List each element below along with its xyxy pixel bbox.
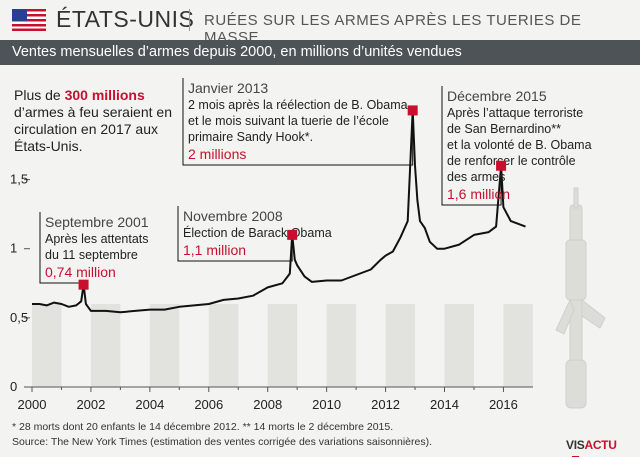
intro-highlight: 300 millions (64, 87, 145, 103)
y-tick-label: 0 (10, 379, 17, 394)
intro-after: d’armes à feu seraient en circulation en… (14, 104, 172, 154)
event-description: de San Bernardino** (447, 122, 561, 136)
event-description: et le mois suivant la tuerie de l’école (188, 114, 389, 128)
event-description: 2 mois après la réélection de B. Obama (188, 98, 408, 112)
x-tick-label: 2002 (76, 397, 105, 412)
event-annotation: Décembre 2015 Après l’attaque terroriste d… (441, 86, 592, 206)
footnote: * 28 morts dont 20 enfants le 14 décembr… (12, 421, 394, 433)
year-stripe (32, 304, 62, 387)
event-description: des armes (447, 170, 505, 184)
event-description: Après l’attaque terroriste (447, 106, 583, 120)
x-tick-label: 2012 (371, 397, 400, 412)
event-value: 1,1 million (183, 242, 246, 258)
rifle-icon (555, 187, 606, 409)
logo-text: VISACTU (566, 438, 617, 452)
event-marker (407, 105, 418, 116)
us-flag-icon (12, 9, 46, 31)
year-stripe (267, 304, 298, 387)
year-stripe (149, 304, 180, 387)
x-tick-label: 2008 (253, 397, 282, 412)
event-description: du 11 septembre (45, 248, 138, 262)
x-axis: 2000 2002 2004 2006 2008 2010 2012 2014 2016 (18, 386, 533, 412)
event-annotation: Janvier 2013 2 mois après la réélection d… (182, 78, 418, 166)
intro-text: Plus de 300 millions d’armes à feu serai… (14, 87, 184, 155)
subtitle-bar: Ventes mensuelles d’armes depuis 2000, e… (0, 40, 640, 65)
visactu-logo: VISACTU (566, 436, 632, 457)
sales-line (32, 109, 526, 314)
event-description: Après les attentats (45, 232, 149, 246)
event-marker (78, 279, 89, 290)
x-tick-label: 2006 (194, 397, 223, 412)
line-chart: 2000 2002 2004 2006 2008 2010 2012 2014 2016 0 0,… (10, 78, 606, 412)
x-tick-label: 2004 (135, 397, 164, 412)
x-tick-label: 2014 (430, 397, 459, 412)
event-description: et la volonté de B. Obama (447, 138, 592, 152)
event-date: Novembre 2008 (183, 208, 283, 224)
event-date: Décembre 2015 (447, 88, 547, 104)
year-stripe (503, 304, 533, 387)
event-marker (496, 160, 507, 171)
country-title: ÉTATS-UNIS (56, 6, 195, 32)
event-date: Janvier 2013 (188, 80, 268, 96)
event-description: Élection de Barack Obama (183, 225, 332, 240)
intro-before: Plus de (14, 87, 65, 103)
event-date: Septembre 2001 (45, 214, 149, 230)
event-leader-line (177, 206, 293, 262)
event-description: de renforcer le contrôle (447, 154, 576, 168)
event-annotations: Septembre 2001 Après les attentats du 11 s… (39, 78, 592, 290)
y-tick-label: 1,5 (10, 172, 28, 187)
event-value: 0,74 million (45, 264, 116, 280)
header-divider (189, 9, 190, 31)
logo-part1: VIS (566, 438, 585, 452)
source-note: Source: The New York Times (estimation d… (12, 436, 433, 448)
event-value: 2 millions (188, 146, 246, 162)
event-annotation: Septembre 2001 Après les attentats du 11 s… (39, 212, 149, 290)
year-stripe (385, 304, 416, 387)
x-tick-label: 2010 (312, 397, 341, 412)
year-stripe (90, 304, 121, 387)
event-description: primaire Sandy Hook*. (188, 130, 313, 144)
event-value: 1,6 million (447, 186, 510, 202)
event-leader-line (441, 86, 502, 206)
x-tick-label: 2000 (18, 397, 47, 412)
year-stripe (444, 304, 474, 387)
header: ÉTATS-UNIS RUÉES SUR LES ARMES APRÈS LES… (0, 0, 640, 46)
year-stripe (208, 304, 239, 387)
logo-part2: ACTU (584, 438, 617, 452)
y-axis: 0 0,5 1 1,5 (10, 172, 30, 394)
year-stripes (32, 304, 533, 387)
x-tick-label: 2016 (489, 397, 518, 412)
y-tick-label: 0,5 (10, 310, 28, 325)
event-marker (287, 229, 298, 240)
y-tick-label: 1 (10, 241, 17, 256)
year-stripe (326, 304, 357, 387)
chart-subtitle: Ventes mensuelles d’armes depuis 2000, e… (12, 44, 462, 60)
event-leader-line (182, 78, 414, 166)
